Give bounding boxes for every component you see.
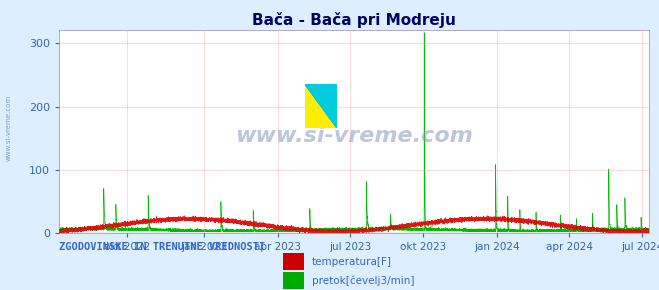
Bar: [283, 253, 304, 270]
Polygon shape: [305, 84, 337, 128]
Bar: [283, 272, 304, 289]
Text: temperatura[F]: temperatura[F]: [312, 257, 391, 267]
Text: www.si-vreme.com: www.si-vreme.com: [5, 95, 12, 161]
Polygon shape: [305, 84, 337, 128]
Text: ZGODOVINSKE IN TRENUTNE VREDNOSTI: ZGODOVINSKE IN TRENUTNE VREDNOSTI: [59, 242, 266, 252]
Title: Bača - Bača pri Modreju: Bača - Bača pri Modreju: [252, 12, 456, 28]
Polygon shape: [305, 84, 337, 128]
Text: pretok[čevelj3/min]: pretok[čevelj3/min]: [312, 275, 415, 286]
Text: www.si-vreme.com: www.si-vreme.com: [235, 126, 473, 146]
